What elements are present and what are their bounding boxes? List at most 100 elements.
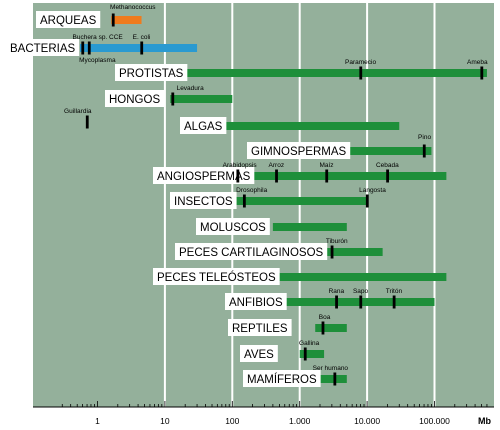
range-bar-angiospermas	[221, 172, 447, 180]
x-tick-label: 1	[95, 416, 100, 426]
category-label-mamiferos: MAMÍFEROS	[247, 373, 317, 386]
marker-arabidopsis	[236, 169, 240, 183]
point-label-ameba: Ameba	[467, 59, 488, 66]
point-label-drosophila: Drosophila	[236, 187, 267, 194]
marker-ameba	[480, 66, 484, 80]
marker-tiburon	[330, 245, 334, 259]
range-bar-gimnospermas	[340, 147, 432, 155]
group-peces-teleosteos: PECES TELEÓSTEOS	[153, 268, 447, 285]
category-label-protistas: PROTISTAS	[119, 68, 184, 80]
point-label-e-coli: E. coli	[133, 34, 151, 41]
marker-methanococcus	[111, 13, 115, 27]
category-label-moluscos: MOLUSCOS	[200, 222, 266, 234]
category-label-box-moluscos	[196, 218, 270, 235]
point-label-rana: Rana	[329, 288, 345, 295]
marker-guillardia	[85, 115, 89, 129]
x-tick-label: 10	[160, 416, 170, 426]
category-label-box-arqueas	[36, 11, 101, 28]
category-label-box-peces-teleosteos	[153, 268, 280, 285]
point-label-arroz: Arroz	[269, 162, 285, 169]
category-label-insectos: INSECTOS	[174, 196, 233, 208]
point-label-maiz: Maíz	[319, 162, 333, 169]
marker-triton	[392, 295, 396, 309]
category-label-box-angiospermas	[153, 167, 255, 184]
category-label-peces-cartilaginosos: PECES CARTILAGINOSOS	[179, 247, 324, 259]
group-hongos: HONGOS Levadura	[105, 85, 233, 107]
range-bar-protistas	[182, 69, 487, 77]
category-label-hongos: HONGOS	[109, 94, 160, 106]
group-reptiles: REPTILES Boa	[228, 314, 347, 336]
group-guillardia: Guillardia	[64, 108, 92, 129]
marker-maiz	[325, 169, 329, 183]
category-label-box-anfibios	[225, 293, 287, 310]
category-label-anfibios: ANFIBIOS	[229, 297, 283, 309]
point-label-tiburon: Tiburón	[326, 238, 348, 245]
marker-paramecio	[359, 66, 363, 80]
category-label-algas: ALGAS	[184, 121, 223, 133]
range-bar-peces-cartilaginosos	[319, 248, 383, 256]
range-bar-aves	[299, 350, 325, 358]
range-bar-peces-teleosteos	[272, 273, 447, 281]
marker-levadura	[171, 92, 175, 106]
category-label-box-peces-cartilaginosos	[175, 243, 328, 260]
category-label-box-hongos	[105, 90, 165, 107]
marker-boa	[321, 321, 325, 335]
point-label-mycoplasma: Mycoplasma	[79, 57, 116, 64]
marker-drosophila	[242, 194, 246, 208]
marker-mycoplasma	[87, 41, 91, 55]
range-bar-insectos	[232, 197, 368, 205]
category-label-box-mamiferos	[243, 370, 321, 387]
category-label-box-bacterias	[6, 39, 80, 56]
point-label-paramecio: Paramecio	[345, 59, 376, 66]
category-label-box-gimnospermas	[247, 142, 351, 159]
marker-gallina	[303, 347, 307, 361]
group-protistas: PROTISTAS Paramecio Ameba	[115, 59, 488, 81]
category-label-angiospermas: ANGIOSPERMAS	[157, 171, 251, 183]
marker-cebada	[386, 169, 389, 183]
group-aves: AVES Gallina	[240, 340, 325, 362]
range-bar-bacterias	[80, 44, 198, 52]
group-arqueas: ARQUEAS Methanococcus	[36, 4, 156, 28]
range-bar-moluscos	[272, 223, 347, 231]
point-label-buchera-sp-cce: Buchera sp. CCE	[73, 34, 124, 41]
marker-arroz	[275, 169, 278, 183]
group-moluscos: MOLUSCOS	[196, 218, 347, 235]
category-label-box-algas	[180, 117, 227, 134]
category-label-peces-teleosteos: PECES TELEÓSTEOS	[157, 271, 276, 284]
point-label-cebada: Cebada	[376, 162, 399, 169]
category-label-box-protistas	[115, 64, 188, 81]
point-label-methanococcus: Methanococcus	[110, 4, 156, 11]
group-algas: ALGAS	[180, 117, 400, 134]
point-label-boa: Boa	[319, 314, 331, 321]
category-label-box-reptiles	[228, 319, 292, 336]
category-label-aves: AVES	[244, 349, 274, 361]
category-label-box-aves	[240, 345, 278, 362]
group-angiospermas: ANGIOSPERMAS Arabidopsis Arroz Maíz Cebada	[153, 162, 447, 184]
group-anfibios: ANFIBIOS Rana Sapo Tritón	[225, 288, 435, 310]
marker-e-coli	[140, 41, 144, 55]
category-label-bacterias: BACTERIAS	[10, 43, 76, 55]
x-tick-label: 1.000	[289, 416, 311, 426]
range-bar-arqueas	[111, 16, 142, 24]
point-label-ser-humano: Ser humano	[313, 365, 349, 372]
range-bar-hongos	[170, 95, 233, 103]
group-gimnospermas: GIMNOSPERMAS Pino	[247, 134, 431, 159]
category-label-box-insectos	[170, 192, 237, 209]
point-label-pino: Pino	[418, 134, 431, 141]
x-tick-label: 10.000	[354, 416, 380, 426]
point-label-guillardia: Guillardia	[64, 108, 92, 115]
x-axis-unit: Mb	[478, 416, 491, 426]
point-label-arabidopsis: Arabidopsis	[223, 162, 258, 169]
x-tick-label: 100	[225, 416, 239, 426]
marker-rana	[335, 295, 338, 309]
x-tick-label: 100.000	[419, 416, 450, 426]
category-label-reptiles: REPTILES	[232, 323, 288, 335]
category-label-arqueas: ARQUEAS	[40, 15, 97, 27]
group-bacterias: BACTERIAS Buchera sp. CCE Mycoplasma E. col…	[6, 34, 198, 64]
marker-langosta	[365, 194, 369, 208]
range-bar-reptiles	[315, 324, 347, 332]
category-label-gimnospermas: GIMNOSPERMAS	[251, 146, 347, 158]
